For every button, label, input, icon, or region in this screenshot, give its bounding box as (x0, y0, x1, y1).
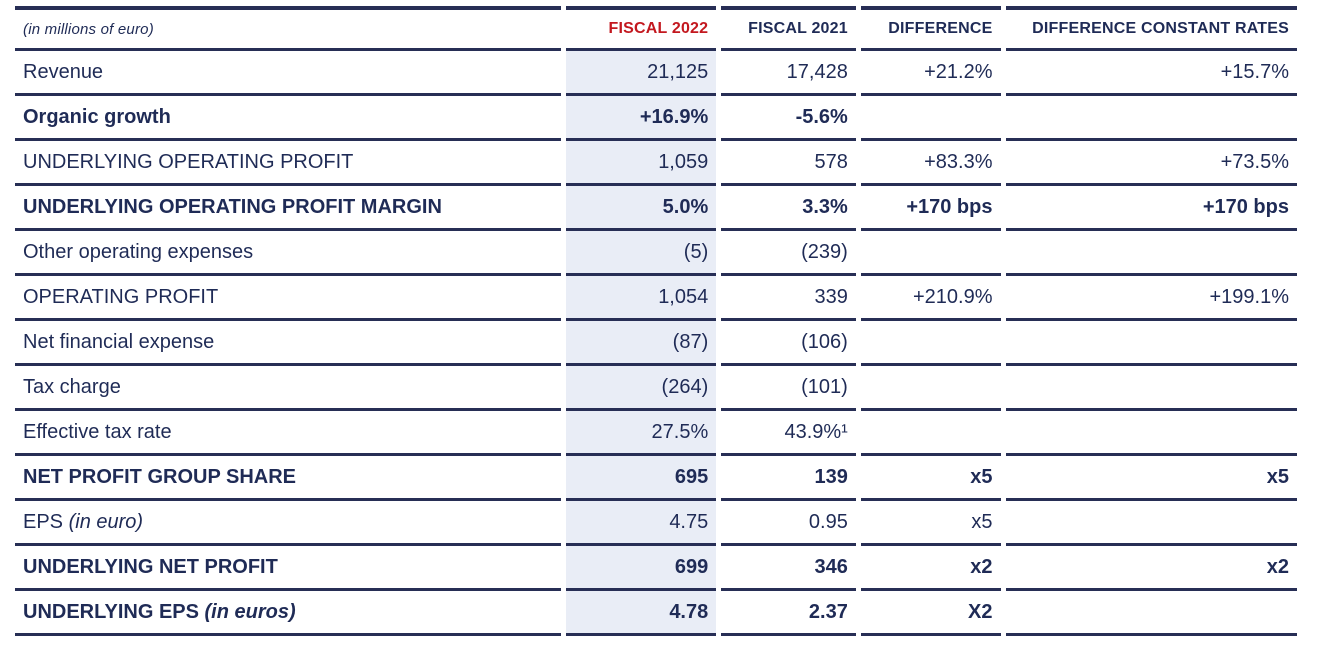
column-header-difference-constant-rates: DIFFERENCE CONSTANT RATES (1005, 6, 1297, 51)
fiscal-2021-cell: (106) (721, 321, 856, 366)
header-row: (in millions of euro) FISCAL 2022 FISCAL… (15, 6, 1297, 51)
row-label: Other operating expenses (15, 231, 562, 276)
table-row-operating-profit: OPERATING PROFIT 1,054 339 +210.9% +199.… (15, 276, 1297, 321)
fiscal-2022-cell: 21,125 (566, 51, 717, 96)
column-header-difference: DIFFERENCE (860, 6, 1001, 51)
difference-constant-rates-cell (1005, 366, 1297, 411)
difference-constant-rates-cell (1005, 96, 1297, 141)
fiscal-2021-cell: 339 (721, 276, 856, 321)
fiscal-2021-cell: 578 (721, 141, 856, 186)
row-label: Tax charge (15, 366, 562, 411)
difference-constant-rates-cell: +73.5% (1005, 141, 1297, 186)
table-row-underlying-eps: UNDERLYING EPS (in euros) 4.78 2.37 X2 (15, 591, 1297, 636)
table-row-other-operating-expenses: Other operating expenses (5) (239) (15, 231, 1297, 276)
fiscal-2021-cell: 0.95 (721, 501, 856, 546)
fiscal-2022-cell: 695 (566, 456, 717, 501)
row-label: Organic growth (15, 96, 562, 141)
row-label: UNDERLYING EPS (in euros) (15, 591, 562, 636)
table-row-organic-growth: Organic growth +16.9% -5.6% (15, 96, 1297, 141)
row-label: EPS (in euro) (15, 501, 562, 546)
difference-cell (860, 411, 1001, 456)
difference-constant-rates-cell (1005, 591, 1297, 636)
row-label: OPERATING PROFIT (15, 276, 562, 321)
fiscal-2022-cell: +16.9% (566, 96, 717, 141)
table-row-revenue: Revenue 21,125 17,428 +21.2% +15.7% (15, 51, 1297, 96)
fiscal-2021-cell: -5.6% (721, 96, 856, 141)
fiscal-2022-cell: 1,054 (566, 276, 717, 321)
difference-cell: +170 bps (860, 186, 1001, 231)
difference-constant-rates-cell: +15.7% (1005, 51, 1297, 96)
difference-constant-rates-cell: +199.1% (1005, 276, 1297, 321)
difference-constant-rates-cell: x5 (1005, 456, 1297, 501)
difference-constant-rates-cell (1005, 231, 1297, 276)
difference-cell: X2 (860, 591, 1001, 636)
fiscal-2022-cell: 699 (566, 546, 717, 591)
difference-cell: +210.9% (860, 276, 1001, 321)
table-row-tax-charge: Tax charge (264) (101) (15, 366, 1297, 411)
difference-cell: +21.2% (860, 51, 1001, 96)
unit-label: (in millions of euro) (15, 6, 562, 51)
difference-constant-rates-cell (1005, 321, 1297, 366)
results-table: (in millions of euro) FISCAL 2022 FISCAL… (10, 6, 1302, 636)
difference-cell: x5 (860, 501, 1001, 546)
fiscal-2021-cell: 139 (721, 456, 856, 501)
difference-cell (860, 96, 1001, 141)
row-label: UNDERLYING NET PROFIT (15, 546, 562, 591)
table-row-net-profit-group-share: NET PROFIT GROUP SHARE 695 139 x5 x5 (15, 456, 1297, 501)
table-row-underlying-operating-profit: UNDERLYING OPERATING PROFIT 1,059 578 +8… (15, 141, 1297, 186)
difference-cell (860, 366, 1001, 411)
fiscal-2022-cell: (87) (566, 321, 717, 366)
fiscal-2022-cell: (264) (566, 366, 717, 411)
row-label: UNDERLYING OPERATING PROFIT MARGIN (15, 186, 562, 231)
difference-constant-rates-cell: x2 (1005, 546, 1297, 591)
difference-cell: x2 (860, 546, 1001, 591)
difference-cell (860, 321, 1001, 366)
difference-cell (860, 231, 1001, 276)
row-label: Revenue (15, 51, 562, 96)
row-label: Effective tax rate (15, 411, 562, 456)
table-row-underlying-operating-profit-margin: UNDERLYING OPERATING PROFIT MARGIN 5.0% … (15, 186, 1297, 231)
column-header-fiscal-2021: FISCAL 2021 (721, 6, 856, 51)
fiscal-2022-cell: 4.78 (566, 591, 717, 636)
table-row-effective-tax-rate: Effective tax rate 27.5% 43.9%¹ (15, 411, 1297, 456)
row-label: UNDERLYING OPERATING PROFIT (15, 141, 562, 186)
difference-constant-rates-cell (1005, 411, 1297, 456)
row-label: NET PROFIT GROUP SHARE (15, 456, 562, 501)
fiscal-2021-cell: (239) (721, 231, 856, 276)
table-row-net-financial-expense: Net financial expense (87) (106) (15, 321, 1297, 366)
fiscal-2022-cell: 4.75 (566, 501, 717, 546)
fiscal-2021-cell: 346 (721, 546, 856, 591)
fiscal-2021-cell: 2.37 (721, 591, 856, 636)
fiscal-2021-cell: 43.9%¹ (721, 411, 856, 456)
financial-results-table: (in millions of euro) FISCAL 2022 FISCAL… (10, 6, 1302, 636)
fiscal-2022-cell: 27.5% (566, 411, 717, 456)
difference-constant-rates-cell (1005, 501, 1297, 546)
difference-constant-rates-cell: +170 bps (1005, 186, 1297, 231)
fiscal-2021-cell: 3.3% (721, 186, 856, 231)
fiscal-2022-cell: 5.0% (566, 186, 717, 231)
fiscal-2022-cell: (5) (566, 231, 717, 276)
fiscal-2021-cell: 17,428 (721, 51, 856, 96)
fiscal-2021-cell: (101) (721, 366, 856, 411)
difference-cell: +83.3% (860, 141, 1001, 186)
table-row-eps: EPS (in euro) 4.75 0.95 x5 (15, 501, 1297, 546)
difference-cell: x5 (860, 456, 1001, 501)
row-label: Net financial expense (15, 321, 562, 366)
table-row-underlying-net-profit: UNDERLYING NET PROFIT 699 346 x2 x2 (15, 546, 1297, 591)
column-header-fiscal-2022: FISCAL 2022 (566, 6, 717, 51)
fiscal-2022-cell: 1,059 (566, 141, 717, 186)
